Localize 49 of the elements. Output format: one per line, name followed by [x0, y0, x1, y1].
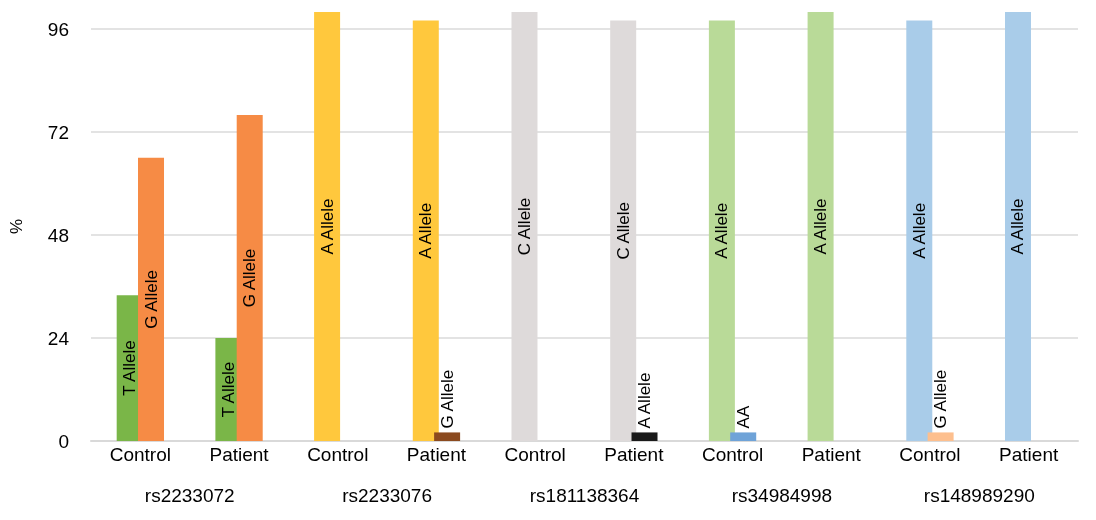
x-tick-label: Patient	[999, 444, 1059, 465]
data-label: A Allele	[1008, 198, 1028, 255]
x-tick-label: Patient	[209, 444, 270, 465]
data-label: T Allele	[218, 361, 238, 418]
bar	[906, 20, 933, 441]
data-label: C Allele	[613, 201, 633, 260]
data-label: A Allele	[712, 202, 732, 259]
x-tick-label: Control	[899, 444, 961, 465]
x-tick-label: Patient	[604, 444, 665, 465]
text: rs148989290	[923, 484, 1035, 506]
x-tick-label: Patient	[406, 444, 467, 465]
data-label: A Allele	[811, 198, 831, 255]
text: rs2233072	[144, 484, 235, 506]
text: rs2233076	[342, 484, 432, 506]
data-label: G Allele	[141, 270, 161, 329]
y-tick-label: 72	[47, 121, 69, 143]
data-label: T Allele	[120, 340, 140, 396]
data-label: AA	[733, 405, 753, 429]
x-tick-label: Control	[701, 444, 764, 465]
text: rs181138364	[529, 484, 640, 506]
data-label: G Allele	[437, 369, 457, 429]
data-label: A Allele	[635, 372, 655, 429]
data-label: A Allele	[909, 202, 929, 259]
y-tick-label: 24	[47, 327, 70, 349]
x-tick-label: Patient	[801, 444, 862, 465]
bar	[631, 432, 658, 441]
bar	[314, 12, 341, 441]
bar	[807, 12, 834, 441]
bar	[236, 114, 263, 441]
x-tick-label: Control	[307, 444, 369, 465]
data-label: A Allele	[416, 202, 436, 259]
data-label: A Allele	[317, 198, 337, 255]
y-axis-title: %	[7, 218, 26, 235]
x-tick-label: Control	[109, 444, 171, 465]
data-label: C Allele	[514, 197, 534, 256]
text: rs34984998	[731, 484, 833, 506]
data-label: G Allele	[240, 248, 260, 308]
y-tick-label: 48	[47, 224, 69, 246]
x-tick-label: Control	[504, 444, 566, 465]
data-label: G Allele	[931, 369, 951, 429]
bar	[1004, 12, 1031, 441]
y-tick-label: 0	[58, 430, 69, 452]
bar	[434, 432, 461, 441]
bar	[412, 20, 439, 441]
bar	[927, 432, 954, 441]
bar	[138, 157, 165, 441]
bar	[708, 20, 735, 441]
y-tick-label: 96	[47, 18, 69, 40]
bar	[730, 432, 757, 441]
